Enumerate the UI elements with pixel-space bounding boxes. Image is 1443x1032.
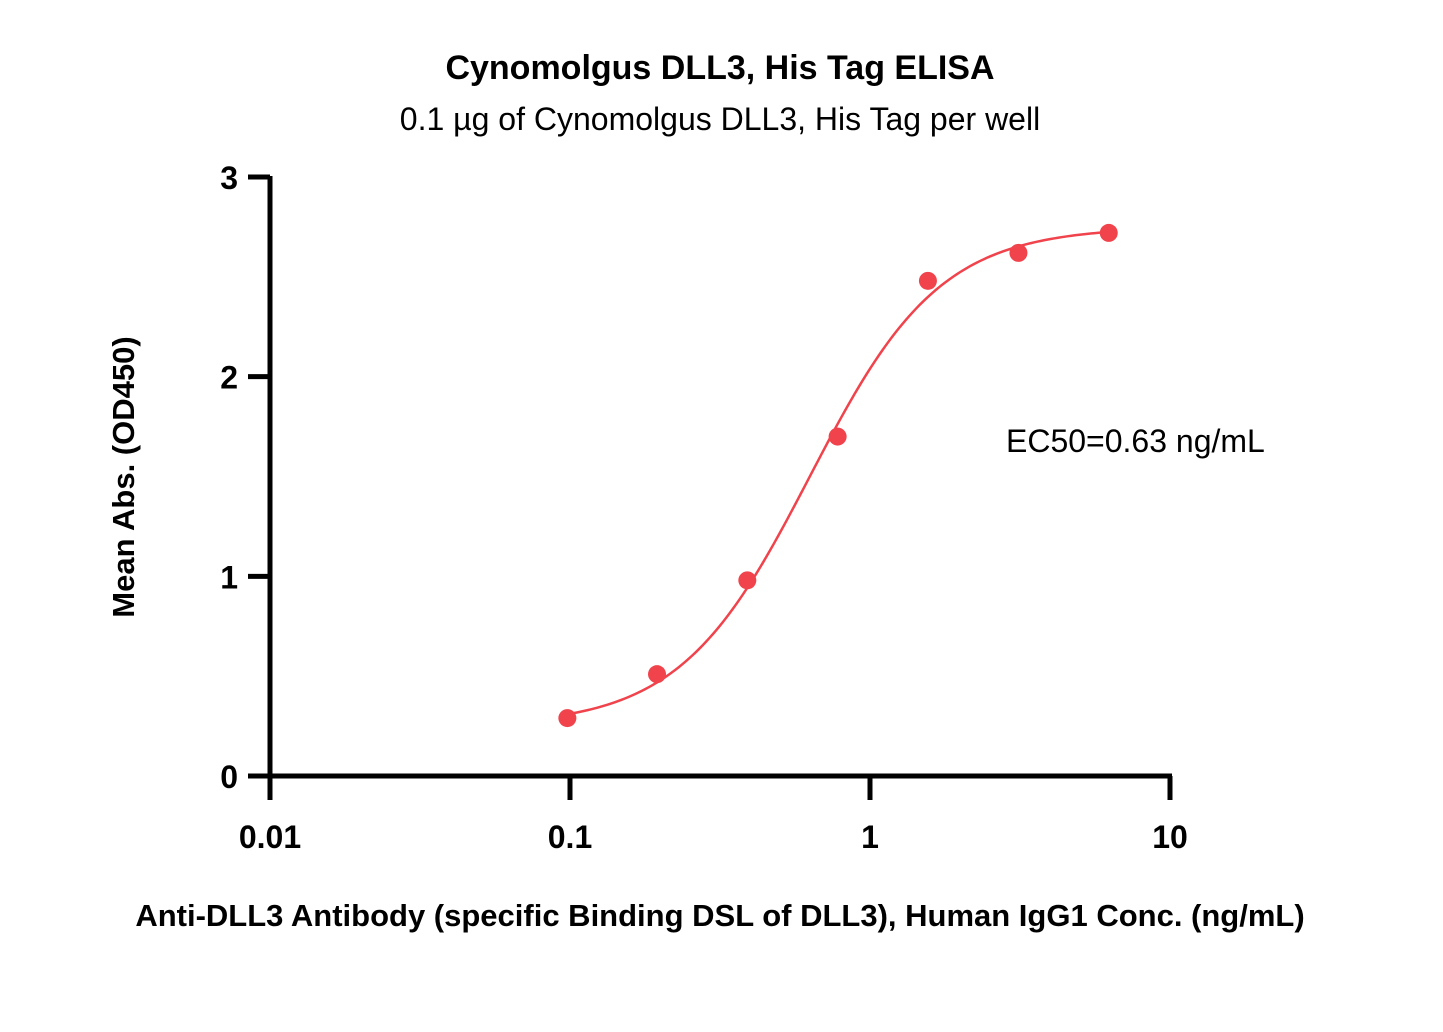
data-point: [1009, 243, 1028, 262]
x-axis-ticks: 0.01 0.1 1 10: [239, 776, 1188, 855]
data-point: [558, 709, 577, 728]
x-tick-label: 1: [861, 819, 879, 855]
x-tick-label: 10: [1152, 819, 1188, 855]
data-points: [558, 223, 1118, 728]
data-point: [1099, 223, 1118, 242]
x-axis-label: Anti-DLL3 Antibody (specific Binding DSL…: [135, 898, 1304, 933]
y-tick-label: 3: [220, 160, 238, 196]
ec50-annotation: EC50=0.63 ng/mL: [1006, 423, 1265, 459]
y-tick-label: 1: [220, 559, 238, 595]
x-tick-label: 0.01: [239, 819, 301, 855]
data-point: [918, 271, 937, 290]
y-axis-ticks: 0 1 2 3: [220, 160, 270, 795]
data-point: [648, 665, 667, 684]
data-point: [828, 427, 847, 446]
x-tick-label: 0.1: [548, 819, 592, 855]
plot-area: [558, 223, 1118, 728]
fit-curve: [567, 230, 1109, 716]
y-tick-label: 0: [220, 759, 238, 795]
chart-title: Cynomolgus DLL3, His Tag ELISA: [445, 49, 994, 87]
data-point: [738, 571, 757, 590]
y-tick-label: 2: [220, 360, 238, 396]
chart-subtitle: 0.1 µg of Cynomolgus DLL3, His Tag per w…: [400, 101, 1040, 137]
y-axis-label: Mean Abs. (OD450): [106, 336, 141, 617]
